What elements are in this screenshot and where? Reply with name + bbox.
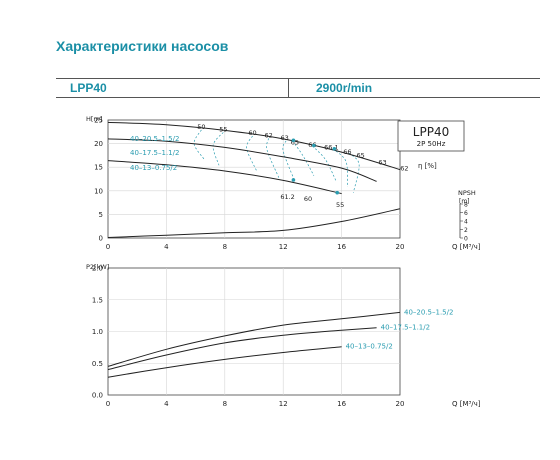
head-ytick-label: 25	[94, 117, 103, 125]
power-ytick-label: 1.5	[92, 296, 103, 304]
operating-point	[335, 190, 340, 195]
head-xlabel: Q [M³/ч]	[452, 243, 481, 251]
power-ylabel: P2[kW]	[86, 263, 109, 271]
efficiency-isoline	[312, 145, 337, 181]
efficiency-label: 63	[281, 134, 289, 142]
head-xtick-label: 12	[279, 243, 288, 251]
efficiency-label: 63	[378, 158, 386, 166]
operating-point	[332, 146, 337, 151]
power-ytick-label: 1.0	[92, 328, 103, 336]
operating-point	[291, 178, 296, 182]
efficiency-label: 66	[343, 148, 351, 156]
efficiency-label: 55	[336, 201, 344, 209]
efficiency-label: 65	[291, 139, 299, 147]
head-series-label: 40–17.5–1.1/2	[130, 149, 179, 157]
page-title: Характеристики насосов	[56, 38, 229, 54]
efficiency-label: 55	[219, 125, 227, 133]
npsh-label: NPSH	[458, 189, 476, 197]
efficiency-isoline	[332, 148, 348, 188]
power-xlabel: Q [M³/ч]	[452, 400, 481, 408]
efficiency-isoline	[348, 152, 360, 193]
efficiency-isoline	[282, 140, 296, 182]
head-xtick-label: 4	[164, 243, 169, 251]
power-series-label: 40–13–0.75/2	[346, 343, 393, 351]
head-plot-frame	[107, 119, 401, 239]
efficiency-label: 65	[356, 151, 364, 159]
head-ytick-label: 5	[99, 211, 103, 219]
efficiency-isoline	[266, 138, 280, 178]
head-xtick-label: 20	[396, 243, 405, 251]
npsh-tick-label: 6	[464, 210, 468, 217]
head-curve-2	[107, 160, 342, 195]
head-curve-1	[107, 138, 377, 182]
power-xtick-label: 12	[279, 400, 288, 408]
power-ytick-label: 0.5	[92, 360, 103, 368]
model-divider	[288, 79, 289, 97]
head-ytick-label: 15	[94, 164, 103, 172]
head-ylabel: H[m]	[86, 115, 102, 123]
head-curve-0	[107, 121, 401, 171]
head-ytick-label: 10	[94, 187, 103, 195]
npsh-unit-label: [m]	[459, 198, 470, 205]
model-box-title: LPP40	[413, 125, 449, 139]
efficiency-label: 50	[197, 123, 205, 131]
power-xtick-label: 20	[396, 400, 405, 408]
operating-point	[312, 143, 316, 148]
model-box-subtitle: 2P 50Hz	[417, 140, 446, 148]
npsh-tick-label: 4	[464, 219, 468, 226]
power-xtick-label: 0	[106, 400, 110, 408]
power-series-label: 40–20.5–1.5/2	[404, 308, 453, 316]
efficiency-label: 66.1	[324, 144, 338, 152]
efficiency-isoline	[212, 132, 224, 166]
efficiency-label: 62	[264, 131, 272, 139]
power-ytick-label: 2.0	[92, 265, 103, 273]
head-xtick-label: 8	[223, 243, 227, 251]
npsh-tick-label: 0	[464, 236, 468, 243]
power-ytick-label: 0.0	[92, 392, 103, 400]
head-xtick-label: 16	[337, 243, 346, 251]
power-xtick-label: 4	[164, 400, 169, 408]
power-xtick-label: 8	[223, 400, 227, 408]
power-xtick-label: 16	[337, 400, 346, 408]
head-xtick-label: 0	[106, 243, 110, 251]
operating-point	[291, 138, 296, 143]
head-series-label: 40–20.5–1.5/2	[130, 135, 179, 143]
model-box	[397, 120, 465, 152]
head-series-label: 40–13–0.75/2	[130, 164, 177, 172]
npsh-tick-label: 8	[464, 202, 468, 209]
efficiency-isoline	[246, 135, 258, 172]
efficiency-label: 61.2	[280, 193, 294, 201]
power-curve-1	[107, 327, 377, 371]
efficiency-label: 62	[400, 165, 408, 173]
npsh-curve	[107, 208, 401, 238]
power-series-label: 40–17.5–1.1/2	[381, 324, 430, 332]
efficiency-label: 60	[248, 129, 256, 137]
efficiency-label: 60	[304, 195, 312, 203]
power-curve-2	[107, 346, 342, 378]
npsh-tick-label: 2	[464, 227, 468, 234]
model-name: LPP40	[70, 81, 107, 95]
model-speed: 2900r/min	[316, 81, 373, 95]
efficiency-axis-label: η [%]	[418, 162, 437, 170]
head-ytick-label: 20	[94, 140, 103, 148]
head-ytick-label: 0	[99, 235, 103, 243]
model-header-bar: LPP40 2900r/min	[56, 78, 540, 98]
power-curve-0	[107, 311, 401, 367]
